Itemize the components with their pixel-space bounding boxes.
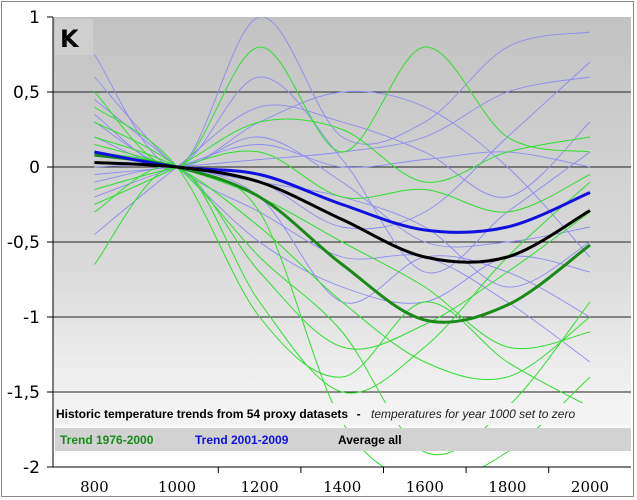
x-tick-label: 800 bbox=[80, 478, 109, 496]
y-tick-label: -1 bbox=[23, 308, 40, 328]
x-tick-label: 1000 bbox=[158, 478, 196, 496]
y-tick-label: 0 bbox=[29, 158, 40, 178]
legend-box bbox=[55, 428, 631, 451]
ylabel-box bbox=[55, 19, 93, 55]
chart-subtitle: temperatures for year 1000 set to zero bbox=[371, 407, 575, 421]
legend-title-box bbox=[55, 403, 631, 425]
x-tick-label: 1200 bbox=[241, 478, 279, 496]
title-separator: - bbox=[357, 407, 361, 421]
chart-title: Historic temperature trends from 54 prox… bbox=[56, 407, 348, 421]
legend-item-average-all: Average all bbox=[338, 433, 402, 447]
y-tick-label: -2 bbox=[23, 458, 40, 478]
y-tick-label: -0,5 bbox=[7, 233, 40, 253]
legend-item-trend-2001-2009: Trend 2001-2009 bbox=[195, 433, 289, 447]
svg-text:Historic temperature trends fr: Historic temperature trends from 54 prox… bbox=[56, 405, 575, 422]
y-tick-label: 0,5 bbox=[13, 83, 40, 103]
x-tick-label: 2000 bbox=[571, 478, 609, 496]
x-tick-label: 1600 bbox=[406, 478, 444, 496]
y-tick-label: 1 bbox=[29, 8, 40, 28]
y-tick-label: -1,5 bbox=[7, 383, 40, 403]
y-axis-label: K bbox=[60, 25, 80, 53]
x-tick-label: 1400 bbox=[323, 478, 361, 496]
x-tick-label: 1800 bbox=[488, 478, 526, 496]
legend-item-trend-1976-2000: Trend 1976-2000 bbox=[60, 433, 154, 447]
series-line-average-all bbox=[94, 161, 591, 264]
